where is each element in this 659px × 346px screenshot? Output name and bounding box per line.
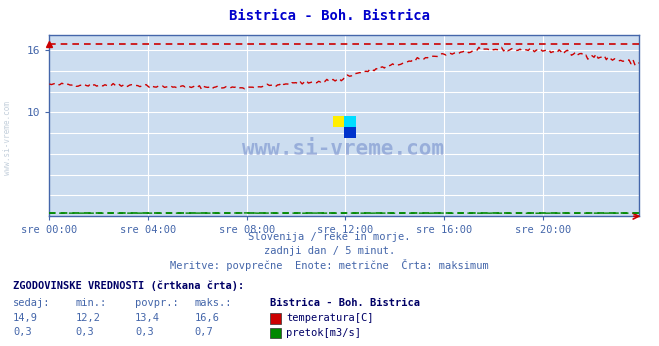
Text: povpr.:: povpr.: <box>135 298 179 308</box>
Text: 0,3: 0,3 <box>135 327 154 337</box>
Text: temperatura[C]: temperatura[C] <box>286 313 374 323</box>
Text: Bistrica - Boh. Bistrica: Bistrica - Boh. Bistrica <box>270 298 420 308</box>
Text: 0,3: 0,3 <box>13 327 32 337</box>
Text: www.si-vreme.com: www.si-vreme.com <box>3 101 13 175</box>
Text: 13,4: 13,4 <box>135 313 160 323</box>
Text: Slovenija / reke in morje.: Slovenija / reke in morje. <box>248 232 411 242</box>
Text: 16,6: 16,6 <box>194 313 219 323</box>
Text: 12,2: 12,2 <box>76 313 101 323</box>
Text: 0,7: 0,7 <box>194 327 213 337</box>
Text: pretok[m3/s]: pretok[m3/s] <box>286 328 361 338</box>
Text: www.si-vreme.com: www.si-vreme.com <box>243 139 444 159</box>
Text: zadnji dan / 5 minut.: zadnji dan / 5 minut. <box>264 246 395 256</box>
Text: 14,9: 14,9 <box>13 313 38 323</box>
Text: 0,3: 0,3 <box>76 327 94 337</box>
Text: sedaj:: sedaj: <box>13 298 51 308</box>
Text: min.:: min.: <box>76 298 107 308</box>
Text: Meritve: povprečne  Enote: metrične  Črta: maksimum: Meritve: povprečne Enote: metrične Črta:… <box>170 259 489 271</box>
Text: Bistrica - Boh. Bistrica: Bistrica - Boh. Bistrica <box>229 9 430 22</box>
Text: maks.:: maks.: <box>194 298 232 308</box>
Text: ZGODOVINSKE VREDNOSTI (črtkana črta):: ZGODOVINSKE VREDNOSTI (črtkana črta): <box>13 280 244 291</box>
